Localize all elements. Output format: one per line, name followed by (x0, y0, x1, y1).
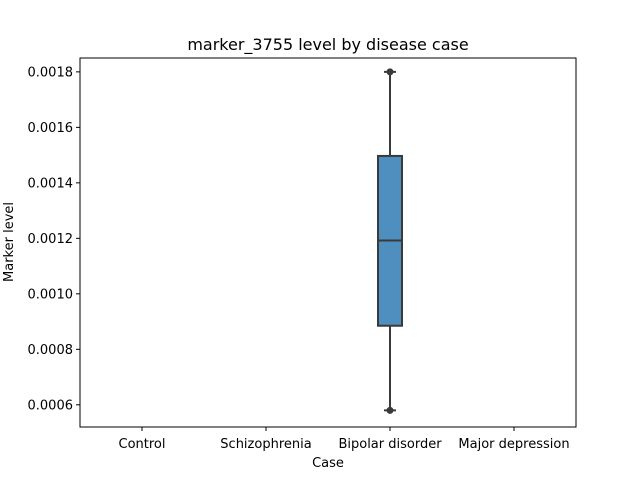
y-tick-label: 0.0016 (28, 121, 74, 136)
y-tick-label: 0.0012 (28, 232, 74, 247)
flier-point (386, 406, 394, 414)
y-tick-label: 0.0006 (28, 398, 74, 413)
box-bipolar-disorder (377, 68, 403, 414)
y-tick-label: 0.0014 (28, 176, 74, 191)
x-axis-label: Case (312, 456, 344, 471)
y-tick-label: 0.0010 (28, 287, 74, 302)
y-axis-label: Marker level (2, 202, 17, 282)
chart-title: marker_3755 level by disease case (187, 35, 468, 55)
boxes (377, 68, 403, 414)
x-tick-label: Control (119, 437, 166, 452)
x-axis: Control Schizophrenia Bipolar disorder Majo… (119, 427, 570, 452)
plot-frame (79, 57, 577, 428)
flier-point (386, 68, 394, 76)
x-tick-label: Schizophrenia (220, 437, 311, 452)
x-tick-label: Bipolar disorder (338, 437, 442, 452)
y-tick-label: 0.0018 (28, 65, 74, 80)
y-axis: 0.0006 0.0008 0.0010 0.0012 0.0014 0.0016 0.00… (28, 65, 80, 413)
y-tick-label: 0.0008 (28, 343, 74, 358)
x-tick-label: Major depression (458, 437, 569, 452)
